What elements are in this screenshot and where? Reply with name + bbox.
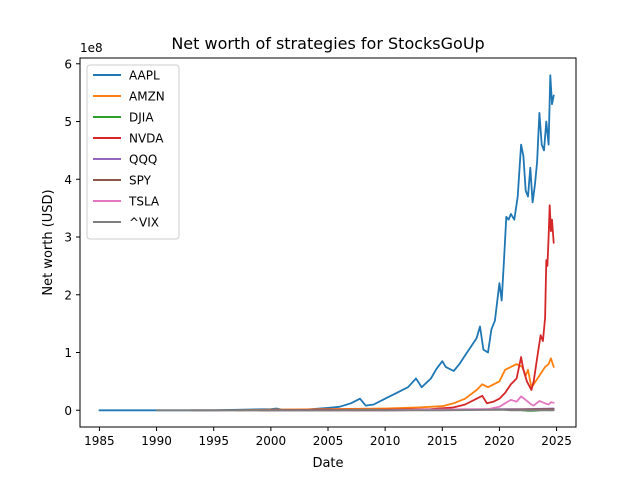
legend-label: ^VIX [129, 216, 159, 230]
legend-label: QQQ [129, 153, 157, 167]
x-tick-label: 2000 [256, 434, 287, 448]
x-tick-label: 1985 [84, 434, 115, 448]
series-layer [98, 74, 555, 412]
x-axis: 1985 1990 1995 2000 2005 2010 2015 2020 2025 [84, 427, 572, 448]
y-tick-label: 0 [64, 404, 72, 418]
x-axis-label: Date [312, 456, 343, 471]
chart-title: Net worth of strategies for StocksGoUp [171, 34, 484, 53]
y-tick-label: 1 [64, 346, 72, 360]
series-line-aapl [98, 74, 555, 412]
legend-label: DJIA [129, 111, 154, 125]
y-tick-label: 5 [64, 115, 72, 129]
y-tick-label: 6 [64, 57, 72, 71]
x-tick-label: 2015 [427, 434, 458, 448]
y-tick-label: 3 [64, 231, 72, 245]
y-offset-label: 1e8 [80, 41, 103, 55]
legend-label: AMZN [129, 90, 165, 104]
series-line-nvda [258, 204, 555, 412]
legend-label: TSLA [128, 195, 160, 209]
x-tick-label: 2010 [370, 434, 401, 448]
legend-box [86, 64, 180, 240]
x-tick-label: 2005 [313, 434, 344, 448]
series-line-vix [155, 408, 555, 412]
y-tick-label: 4 [64, 173, 72, 187]
x-tick-label: 1990 [141, 434, 172, 448]
x-tick-label: 2020 [484, 434, 515, 448]
y-tick-label: 2 [64, 288, 72, 302]
legend: AAPL AMZN DJIA NVDA QQQ SPY TSLA ^VIX [86, 64, 180, 240]
y-axis-label: Net worth (USD) [41, 189, 56, 295]
y-axis: 0 1 2 3 4 5 6 [64, 57, 80, 418]
series-line-tsla [389, 395, 555, 412]
x-tick-label: 2025 [541, 434, 572, 448]
legend-label: NVDA [129, 132, 164, 146]
legend-label: AAPL [129, 69, 160, 83]
legend-label: SPY [129, 174, 152, 188]
x-tick-label: 1995 [198, 434, 229, 448]
series-line-amzn [235, 357, 555, 412]
